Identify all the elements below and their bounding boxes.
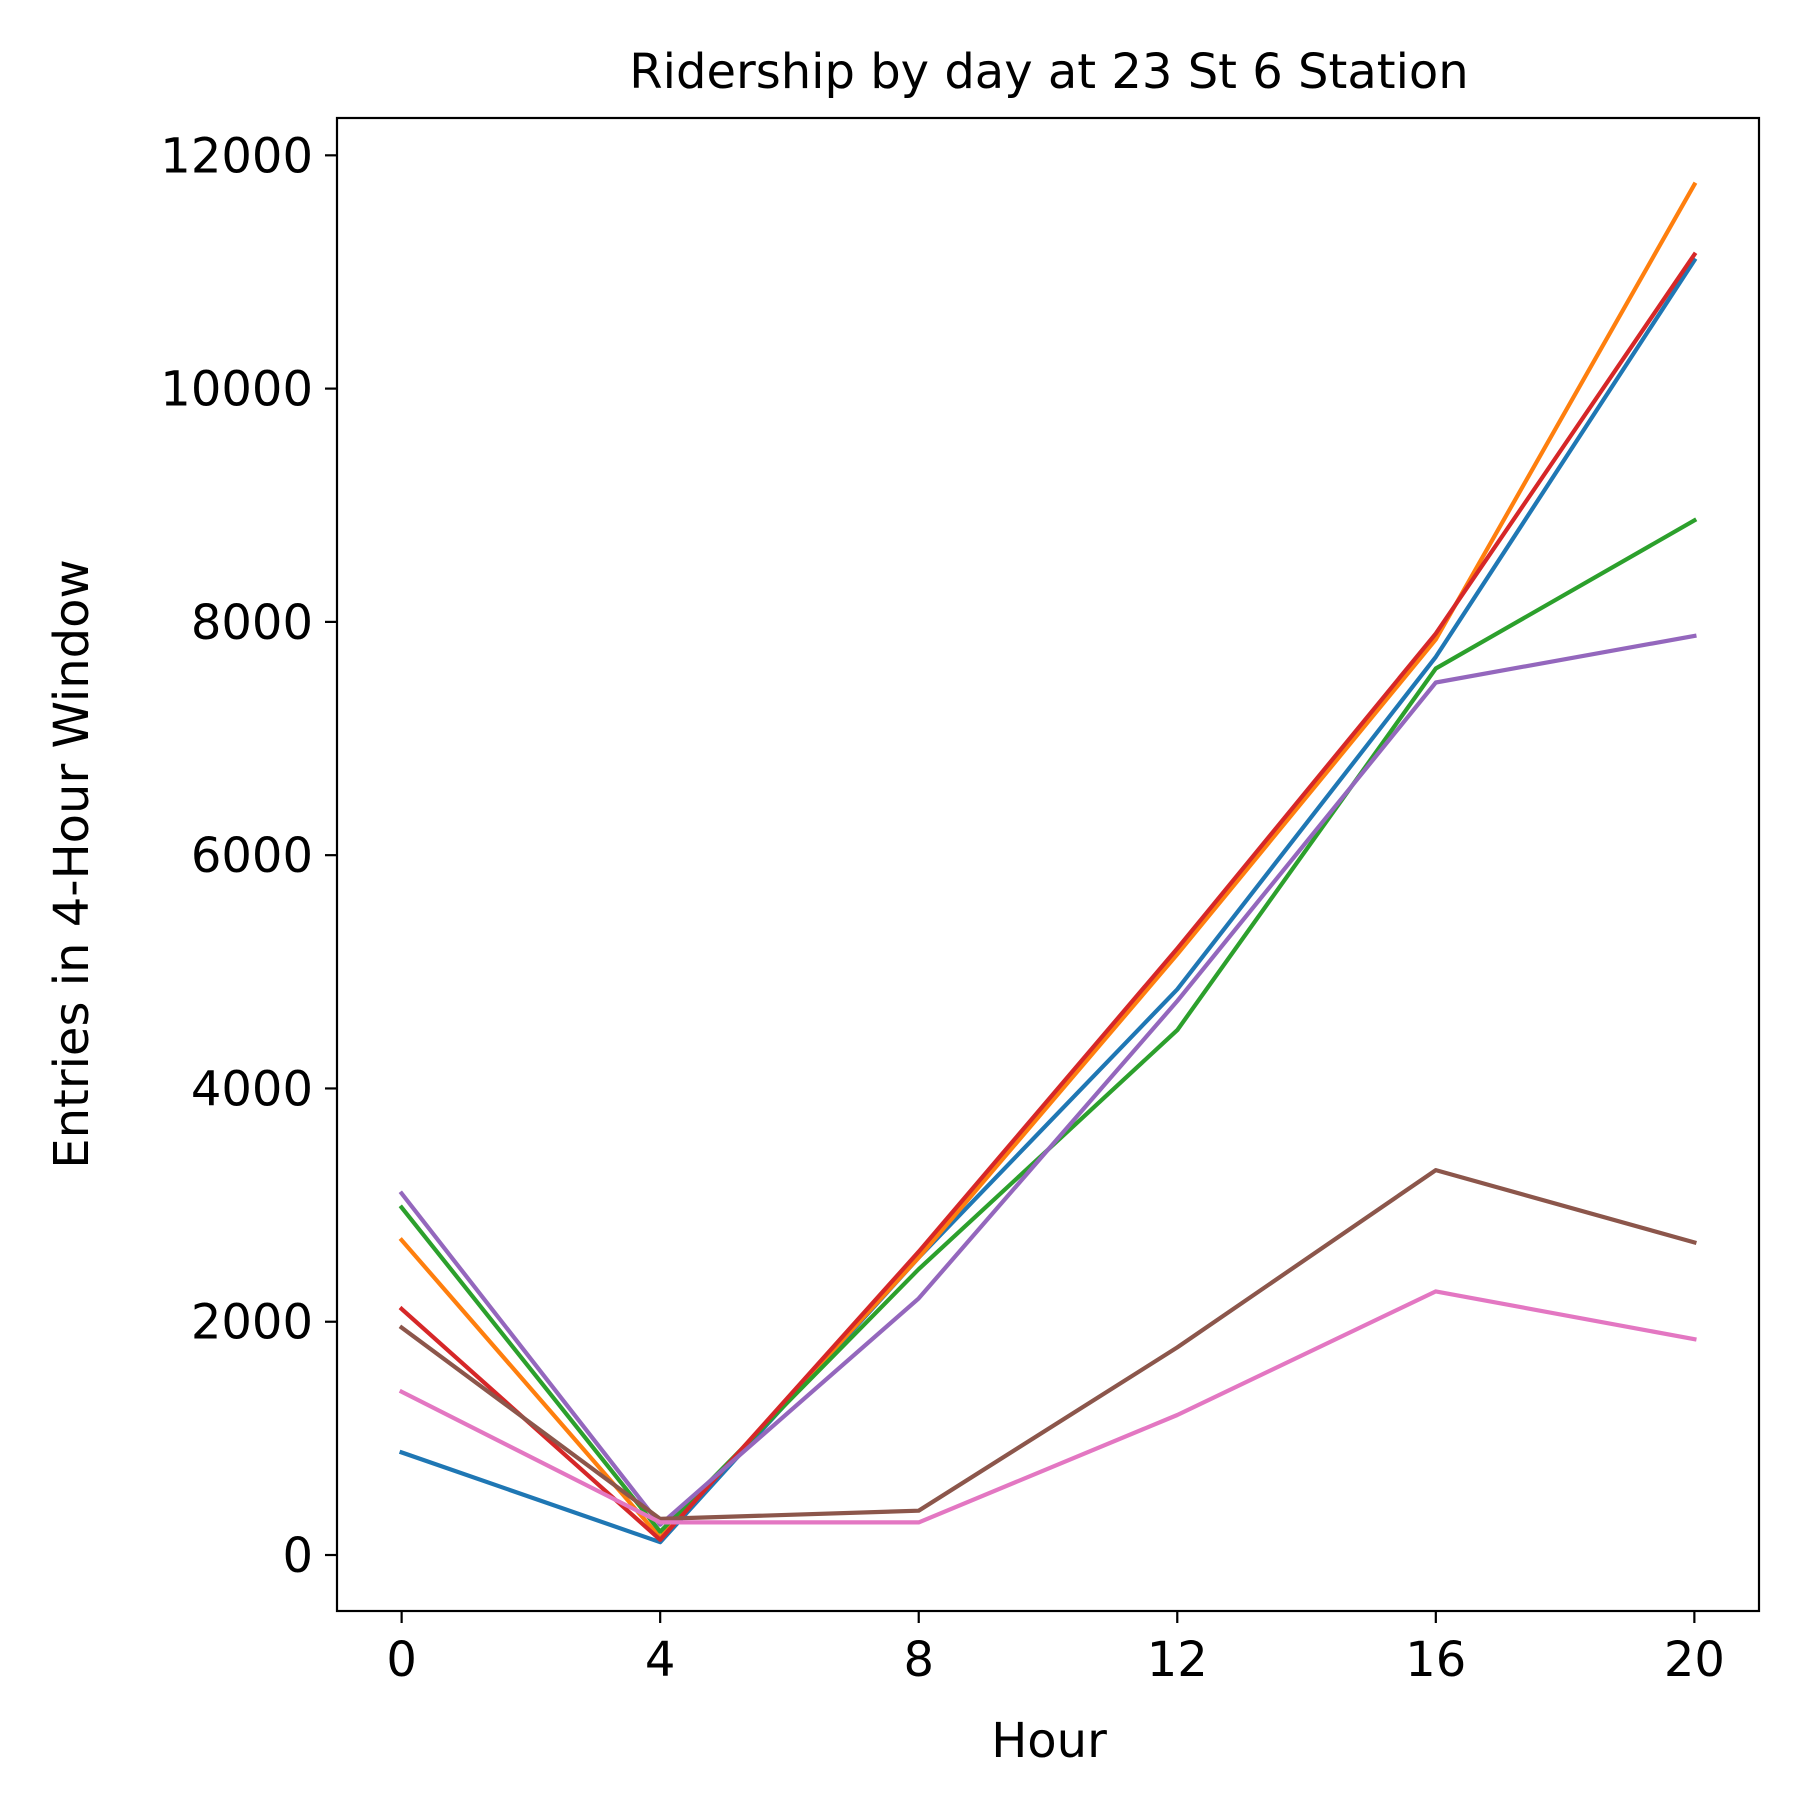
series-line-6 bbox=[398, 1167, 1697, 1522]
y-tick-label: 8000 bbox=[191, 595, 313, 651]
x-tick-label: 4 bbox=[645, 1632, 676, 1688]
y-axis: 0 2000 4000 6000 8000 10000 12000 bbox=[160, 128, 337, 1584]
plot-frame bbox=[335, 116, 1761, 1613]
y-tick-label: 0 bbox=[282, 1528, 313, 1584]
series-line-7 bbox=[398, 1289, 1697, 1525]
x-tick-label: 20 bbox=[1664, 1632, 1725, 1688]
x-tick-label: 8 bbox=[903, 1632, 934, 1688]
x-axis: 0 4 8 12 16 20 bbox=[386, 1611, 1725, 1688]
y-tick-label: 6000 bbox=[191, 828, 313, 884]
x-axis-label: Hour bbox=[991, 1713, 1107, 1769]
y-tick-label: 10000 bbox=[160, 362, 313, 418]
y-tick-label: 4000 bbox=[191, 1061, 313, 1117]
x-tick-label: 0 bbox=[386, 1632, 417, 1688]
series-line-5 bbox=[398, 633, 1697, 1527]
y-tick-label: 2000 bbox=[191, 1295, 313, 1351]
y-tick-label: 12000 bbox=[160, 128, 313, 184]
x-tick-label: 12 bbox=[1147, 1632, 1208, 1688]
series-layer bbox=[398, 181, 1698, 1545]
chart-title: Ridership by day at 23 St 6 Station bbox=[629, 44, 1468, 100]
x-tick-label: 16 bbox=[1405, 1632, 1466, 1688]
y-axis-label: Entries in 4-Hour Window bbox=[44, 559, 100, 1168]
series-line-1 bbox=[398, 257, 1698, 1545]
